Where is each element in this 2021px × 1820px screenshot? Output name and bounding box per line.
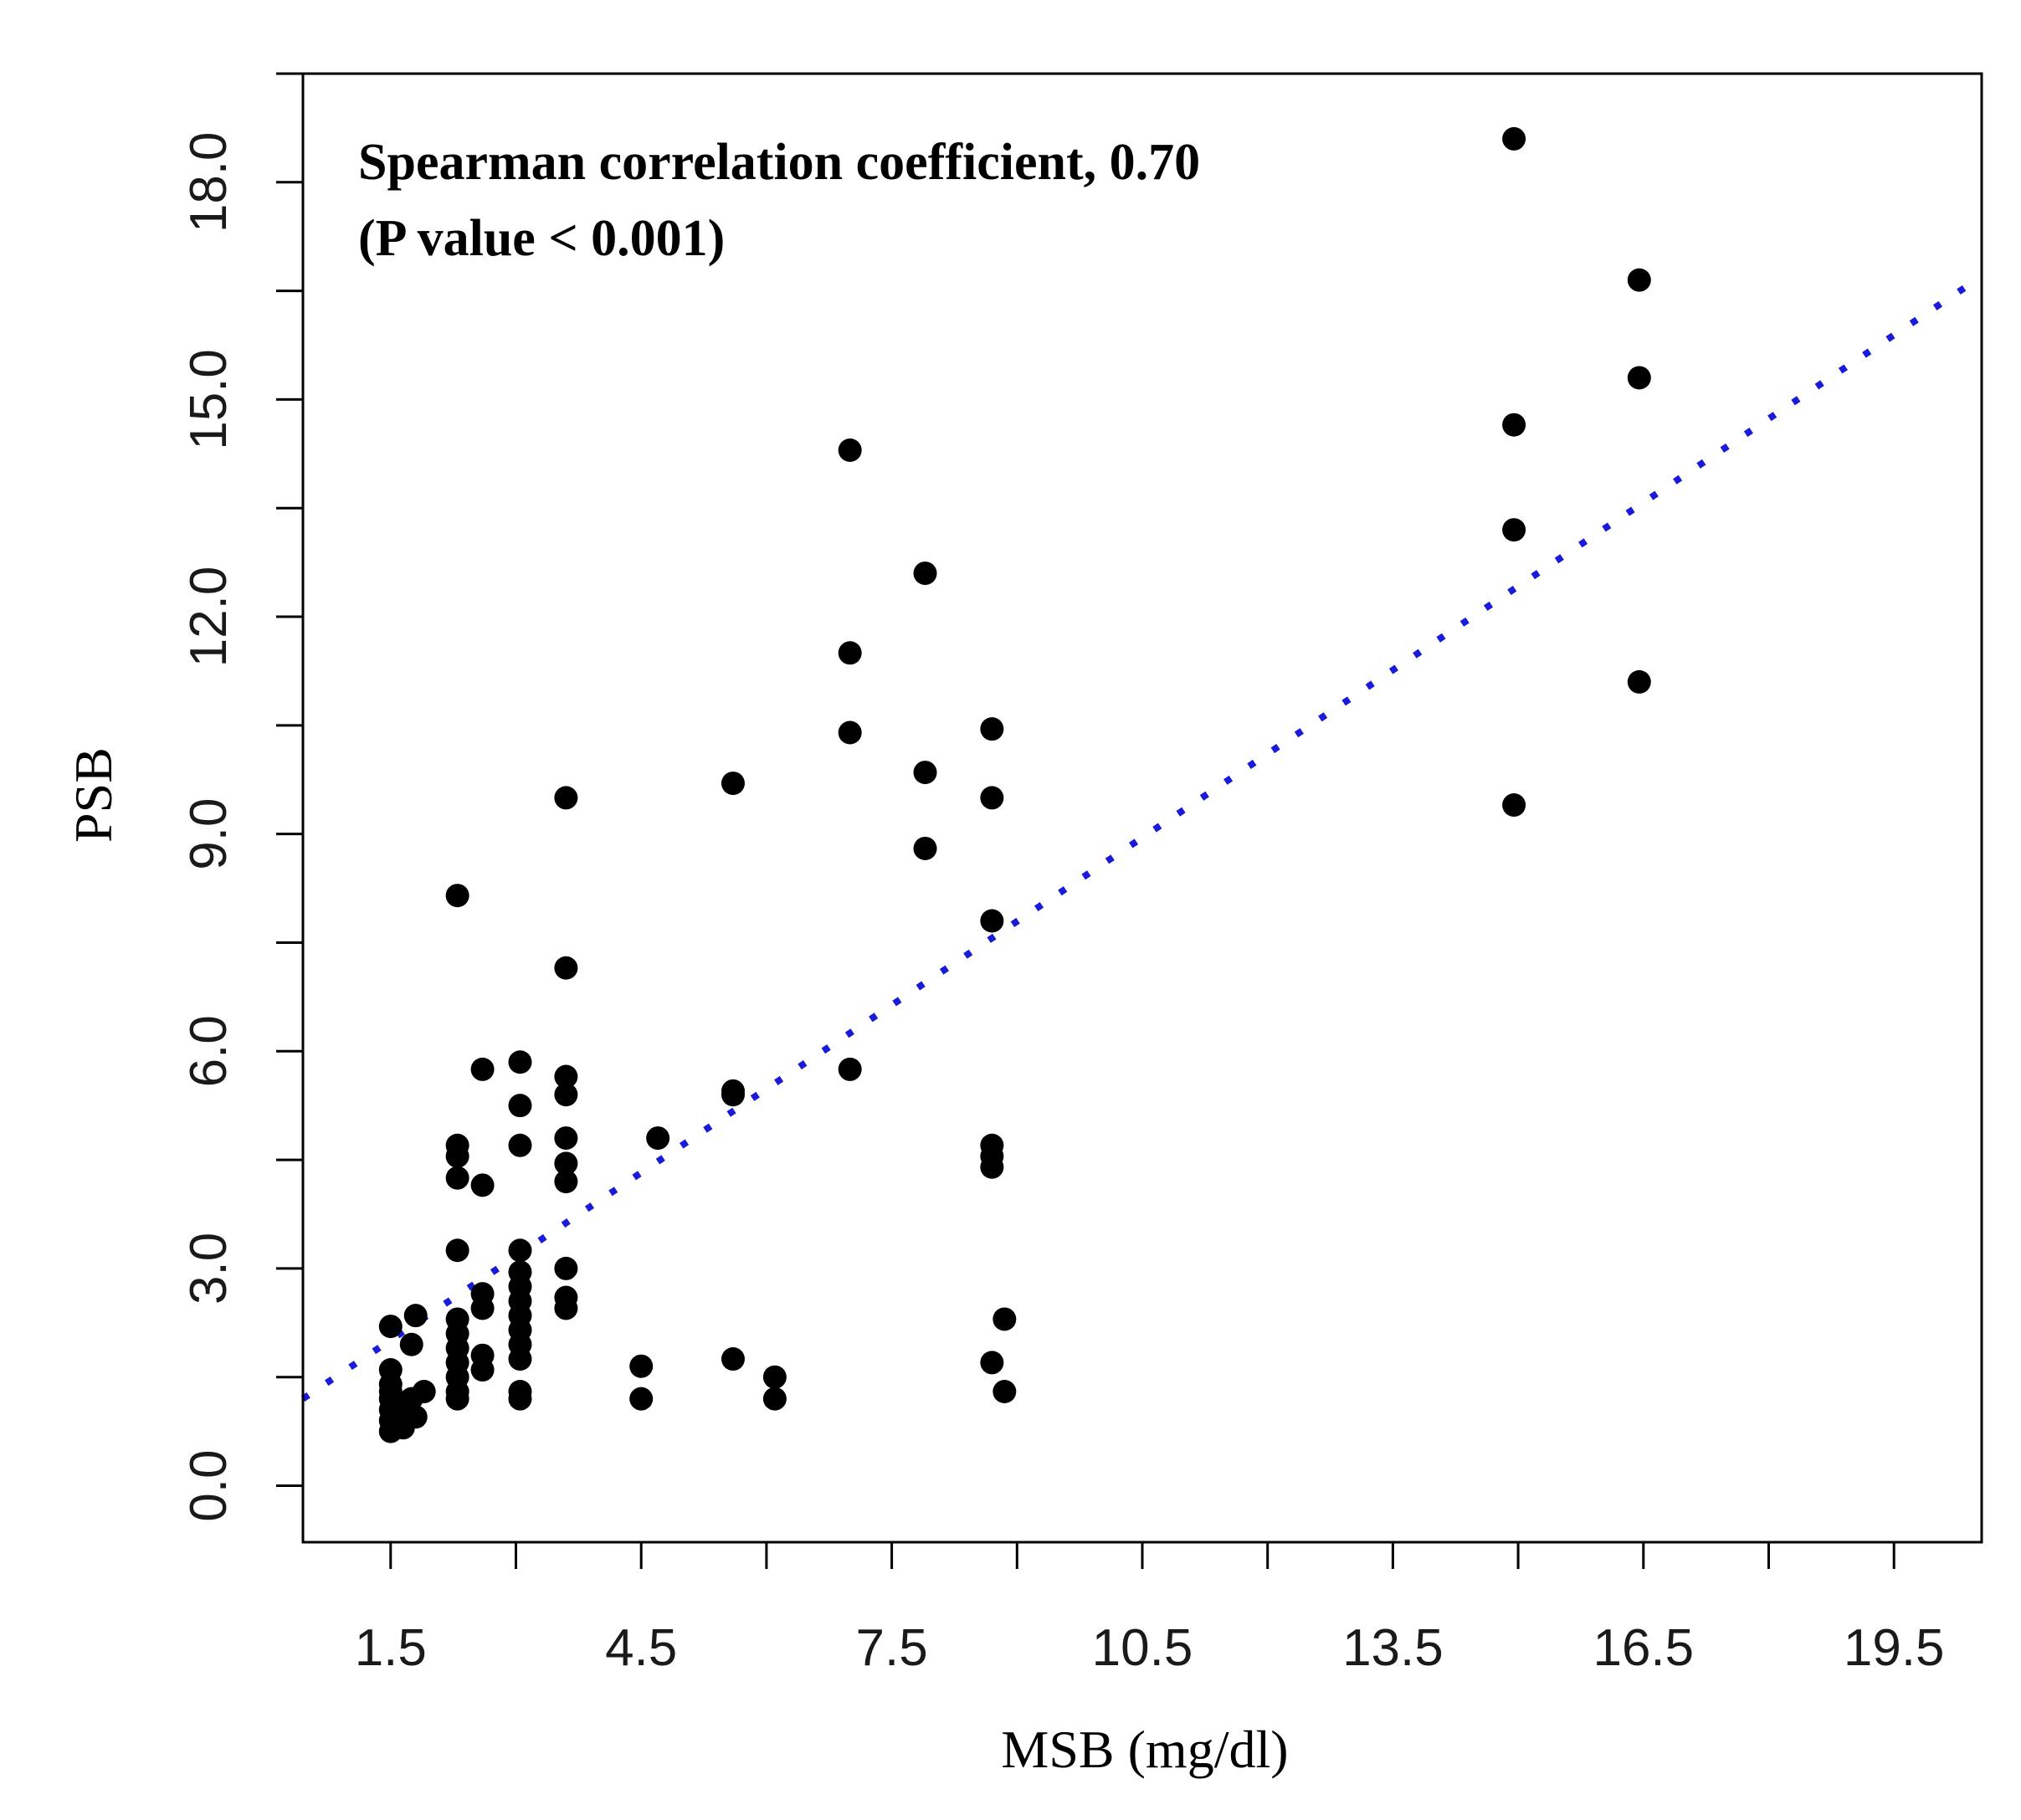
y-tick-label: 15.0 bbox=[180, 349, 238, 450]
data-point bbox=[721, 1083, 745, 1107]
data-point bbox=[412, 1380, 436, 1403]
data-point bbox=[1627, 366, 1651, 390]
data-point bbox=[838, 1057, 862, 1081]
y-axis: 0.0 3.0 6.0 9.0 12.0 15.0 18.0 bbox=[180, 72, 303, 1522]
plot-frame bbox=[301, 72, 1983, 1544]
data-point bbox=[838, 641, 862, 665]
data-point bbox=[470, 1057, 495, 1081]
data-point bbox=[508, 1133, 532, 1157]
data-point bbox=[913, 836, 937, 860]
x-tick-label: 10.5 bbox=[1092, 1619, 1193, 1677]
y-tick-label: 6.0 bbox=[180, 1015, 238, 1087]
data-point bbox=[838, 438, 862, 462]
data-point bbox=[508, 1094, 532, 1118]
data-point bbox=[554, 1126, 578, 1151]
data-point bbox=[1502, 793, 1526, 818]
annotation-p-value: (P value < 0.001) bbox=[358, 210, 725, 267]
data-point bbox=[508, 1387, 532, 1411]
x-tick-label: 4.5 bbox=[605, 1619, 677, 1677]
data-point bbox=[980, 717, 1004, 741]
data-point bbox=[554, 1296, 578, 1320]
x-tick-label: 16.5 bbox=[1593, 1619, 1694, 1677]
y-tick-label: 0.0 bbox=[180, 1449, 238, 1521]
y-tick-label: 18.0 bbox=[180, 131, 238, 233]
x-tick-label: 13.5 bbox=[1342, 1619, 1444, 1677]
data-point bbox=[508, 1050, 532, 1074]
data-point bbox=[445, 1166, 469, 1190]
data-point bbox=[1502, 126, 1526, 151]
data-point bbox=[554, 1170, 578, 1194]
data-point bbox=[980, 1351, 1004, 1375]
data-point bbox=[554, 1083, 578, 1107]
data-point bbox=[508, 1347, 532, 1371]
data-point bbox=[721, 1347, 745, 1371]
data-point bbox=[993, 1307, 1017, 1331]
data-point bbox=[403, 1405, 428, 1429]
data-point bbox=[378, 1315, 403, 1339]
x-tick-label: 1.5 bbox=[355, 1619, 427, 1677]
data-point bbox=[913, 561, 937, 586]
data-point bbox=[445, 1387, 469, 1411]
data-point bbox=[445, 1238, 469, 1263]
data-point bbox=[993, 1380, 1017, 1403]
x-tick-label: 7.5 bbox=[855, 1619, 927, 1677]
x-axis: 1.5 4.5 7.5 10.5 13.5 16.5 19.5 bbox=[355, 1542, 1945, 1677]
data-point bbox=[445, 884, 469, 908]
data-point bbox=[762, 1365, 787, 1389]
data-point bbox=[838, 720, 862, 745]
data-point bbox=[1502, 518, 1526, 542]
annotation-correlation: Spearman correlation coefficient, 0.70 bbox=[358, 134, 1200, 191]
data-point bbox=[470, 1173, 495, 1197]
data-point bbox=[445, 1144, 469, 1168]
y-tick-label: 12.0 bbox=[180, 567, 238, 668]
data-point bbox=[980, 1155, 1004, 1179]
regression-line bbox=[300, 273, 1984, 1402]
data-point bbox=[913, 761, 937, 785]
data-point bbox=[1627, 268, 1651, 292]
x-axis-title: MSB (mg/dl) bbox=[1001, 1720, 1288, 1779]
y-tick-label: 9.0 bbox=[180, 798, 238, 870]
data-point bbox=[554, 1256, 578, 1280]
data-point bbox=[554, 1151, 578, 1176]
data-point bbox=[470, 1296, 495, 1320]
data-points-layer bbox=[378, 126, 1651, 1443]
data-point bbox=[980, 786, 1004, 810]
x-tick-label: 19.5 bbox=[1844, 1619, 1945, 1677]
data-point bbox=[1627, 669, 1651, 694]
data-point bbox=[646, 1126, 670, 1151]
data-point bbox=[1502, 413, 1526, 437]
data-point bbox=[762, 1387, 787, 1411]
data-point bbox=[554, 1064, 578, 1089]
data-point bbox=[554, 786, 578, 810]
data-point bbox=[403, 1304, 428, 1328]
data-point bbox=[629, 1354, 654, 1378]
y-axis-title: PSB bbox=[64, 747, 123, 843]
fit-line-layer bbox=[300, 273, 1984, 1402]
data-point bbox=[470, 1358, 495, 1382]
data-point bbox=[629, 1387, 654, 1411]
data-point bbox=[508, 1238, 532, 1263]
data-point bbox=[721, 772, 745, 796]
y-tick-label: 3.0 bbox=[180, 1233, 238, 1305]
data-point bbox=[399, 1332, 423, 1356]
data-point bbox=[980, 909, 1004, 933]
data-point bbox=[554, 956, 578, 980]
